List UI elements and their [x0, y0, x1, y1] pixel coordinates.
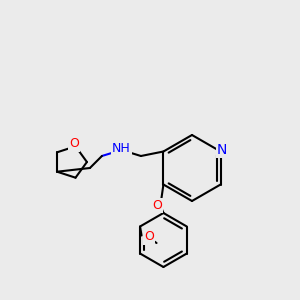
Text: O: O: [69, 137, 79, 150]
Text: O: O: [144, 230, 154, 244]
Text: O: O: [152, 199, 162, 212]
Text: NH: NH: [112, 142, 131, 155]
Text: N: N: [217, 143, 227, 157]
